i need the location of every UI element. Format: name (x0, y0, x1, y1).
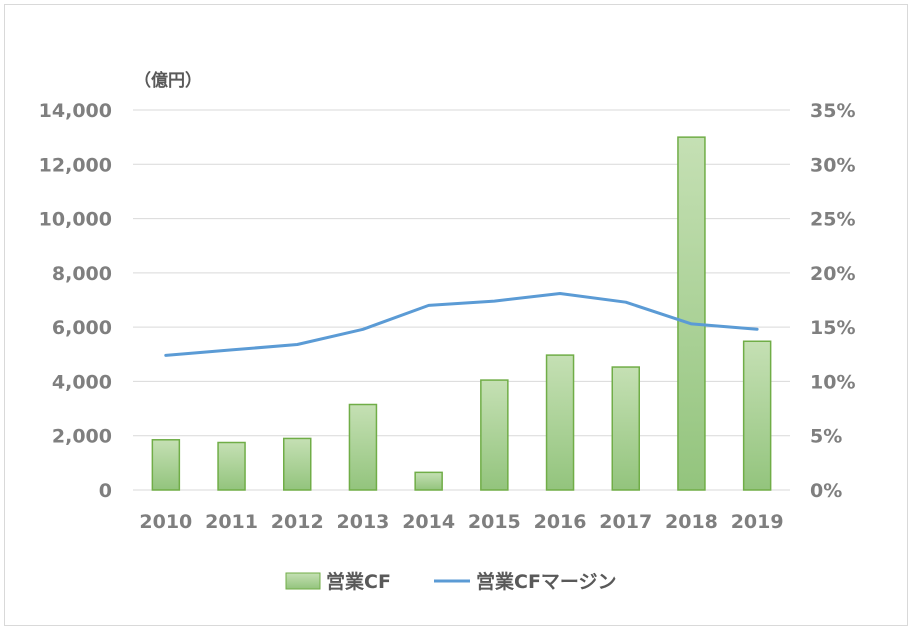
axes: 0 2,000 4,000 6,000 8,000 10,000 12,000 14,000 0… (39, 100, 856, 533)
x-tick-label: 2013 (337, 511, 390, 533)
legend-bar-label: 営業CF (326, 570, 391, 593)
bar (217, 441, 246, 491)
legend-bar-swatch (285, 572, 321, 590)
y-right-tick-label: 15% (810, 317, 855, 339)
bar (742, 340, 772, 491)
y-left-tick-label: 14,000 (39, 100, 112, 122)
legend-line-label: 営業CFマージン (476, 570, 617, 593)
y-right-tick-label: 35% (810, 100, 855, 122)
y-right-tick-label: 5% (810, 426, 842, 448)
bar-series (151, 136, 772, 491)
x-tick-label: 2010 (139, 511, 192, 533)
bar (480, 379, 509, 491)
y-right-tick-label: 20% (810, 263, 855, 285)
y-right-tick-label: 25% (810, 209, 855, 231)
bar (348, 403, 378, 491)
line-series (164, 292, 759, 357)
y-left-tick-label: 12,000 (39, 154, 112, 176)
x-tick-label: 2011 (205, 511, 258, 533)
y-left-tick-label: 10,000 (39, 209, 112, 231)
margin-line (164, 292, 759, 357)
x-tick-label: 2012 (271, 511, 324, 533)
unit-label: （億円） (134, 70, 202, 91)
y-left-tick-label: 0 (99, 480, 112, 502)
y-left-tick-label: 8,000 (52, 263, 112, 285)
x-tick-label: 2018 (665, 511, 718, 533)
y-right-tick-label: 30% (810, 154, 855, 176)
bar (611, 366, 640, 491)
y-left-tick-label: 6,000 (52, 317, 112, 339)
y-right-tick-label: 10% (810, 371, 855, 393)
bar (414, 471, 443, 491)
legend: 営業CF 営業CFマージン (285, 570, 617, 593)
bar (283, 437, 312, 491)
bar (545, 354, 575, 491)
x-tick-label: 2017 (599, 511, 652, 533)
y-left-tick-label: 4,000 (52, 371, 112, 393)
bar (151, 439, 181, 491)
x-tick-label: 2014 (402, 511, 455, 533)
y-right-tick-label: 0% (810, 480, 842, 502)
x-tick-label: 2015 (468, 511, 521, 533)
x-tick-label: 2016 (534, 511, 587, 533)
x-tick-label: 2019 (731, 511, 784, 533)
y-left-tick-label: 2,000 (52, 426, 112, 448)
bar (677, 136, 706, 491)
chart-frame (4, 4, 908, 626)
